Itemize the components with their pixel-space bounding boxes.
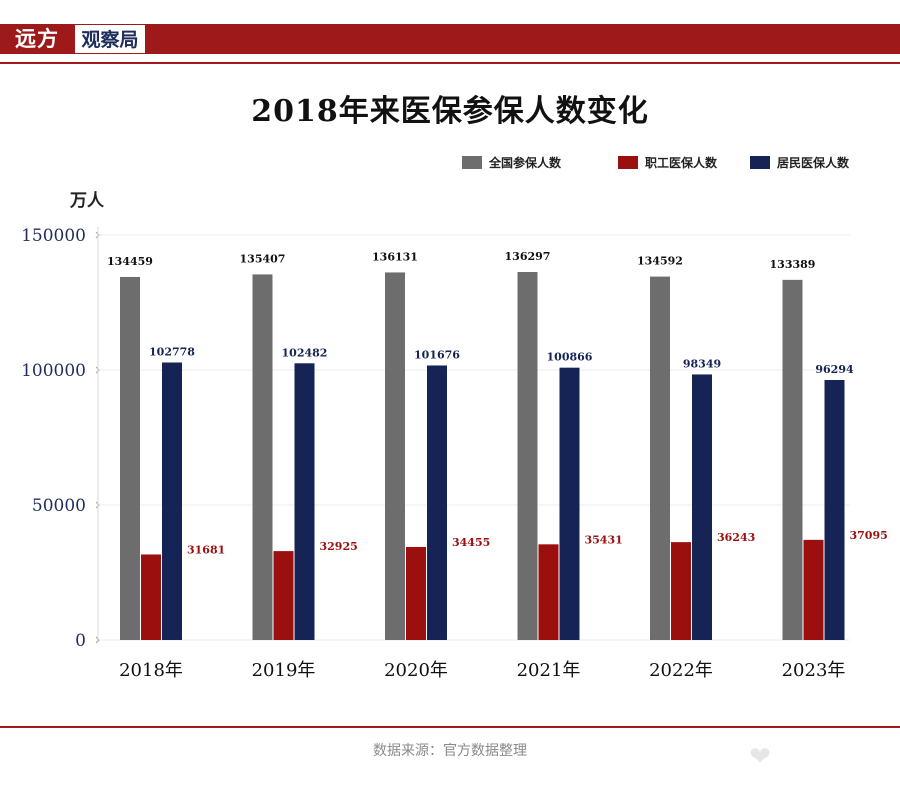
y-tick-label: 100000 — [21, 361, 86, 381]
data-label: 31681 — [187, 543, 225, 556]
x-tick-label: 2021年 — [517, 660, 581, 681]
bar — [427, 365, 447, 640]
legend-swatch — [618, 156, 638, 169]
data-label: 135407 — [240, 252, 286, 265]
watermark-logo: ❤ — [749, 742, 771, 772]
y-tick-label: 0 — [75, 631, 86, 651]
data-label: 37095 — [850, 529, 888, 542]
data-label: 96294 — [815, 363, 854, 376]
x-tick-label: 2019年 — [252, 660, 316, 681]
y-tick-mark — [95, 636, 100, 644]
data-label: 102778 — [149, 345, 195, 358]
bar — [650, 276, 670, 640]
data-label: 102482 — [282, 346, 328, 359]
header-bar: 远方 观察局 — [0, 24, 900, 54]
data-label: 133389 — [770, 258, 816, 271]
bar — [273, 551, 294, 640]
bar — [252, 274, 273, 640]
y-tick-mark — [95, 366, 100, 374]
header-divider — [0, 62, 900, 64]
chart-title: 2018年来医保参保人数变化 — [251, 94, 649, 129]
bar — [824, 380, 845, 640]
y-axis-label: 万人 — [69, 191, 105, 211]
data-label: 32925 — [320, 540, 358, 553]
bar — [406, 546, 426, 640]
x-tick-label: 2022年 — [649, 660, 713, 681]
bar — [385, 272, 405, 640]
footer-divider — [0, 726, 900, 728]
legend-label: 居民医保人数 — [777, 155, 850, 170]
bar — [141, 554, 161, 640]
y-tick-mark — [95, 501, 100, 509]
legend-swatch — [462, 156, 482, 169]
data-label: 35431 — [585, 533, 623, 546]
data-label: 136297 — [505, 250, 551, 263]
legend-swatch — [750, 156, 770, 169]
bar — [538, 544, 559, 640]
bar — [692, 374, 712, 640]
data-label: 134459 — [107, 255, 153, 268]
data-label: 101676 — [414, 348, 460, 361]
brand-name: 远方 — [0, 24, 74, 54]
data-source: 数据来源：官方数据整理 — [373, 743, 527, 759]
data-label: 100866 — [547, 351, 593, 364]
bar — [517, 271, 538, 640]
legend-label: 全国参保人数 — [488, 155, 562, 170]
data-label: 36243 — [717, 531, 755, 544]
data-label: 134592 — [637, 255, 683, 268]
bar — [559, 367, 580, 640]
data-label: 136131 — [372, 250, 418, 263]
y-tick-label: 50000 — [32, 496, 86, 516]
brand-column-name: 观察局 — [74, 24, 146, 54]
data-label: 98349 — [683, 357, 721, 370]
bar — [294, 363, 315, 640]
bar — [120, 276, 140, 640]
x-tick-label: 2018年 — [119, 660, 183, 681]
bar — [803, 539, 824, 640]
data-label: 34455 — [452, 536, 490, 549]
legend-label: 职工医保人数 — [645, 155, 718, 170]
x-tick-label: 2023年 — [782, 660, 846, 681]
bar — [671, 542, 691, 640]
y-tick-mark — [95, 231, 100, 239]
bar — [782, 279, 803, 640]
x-tick-label: 2020年 — [384, 660, 448, 681]
y-tick-label: 150000 — [21, 226, 86, 246]
bar — [162, 362, 182, 640]
